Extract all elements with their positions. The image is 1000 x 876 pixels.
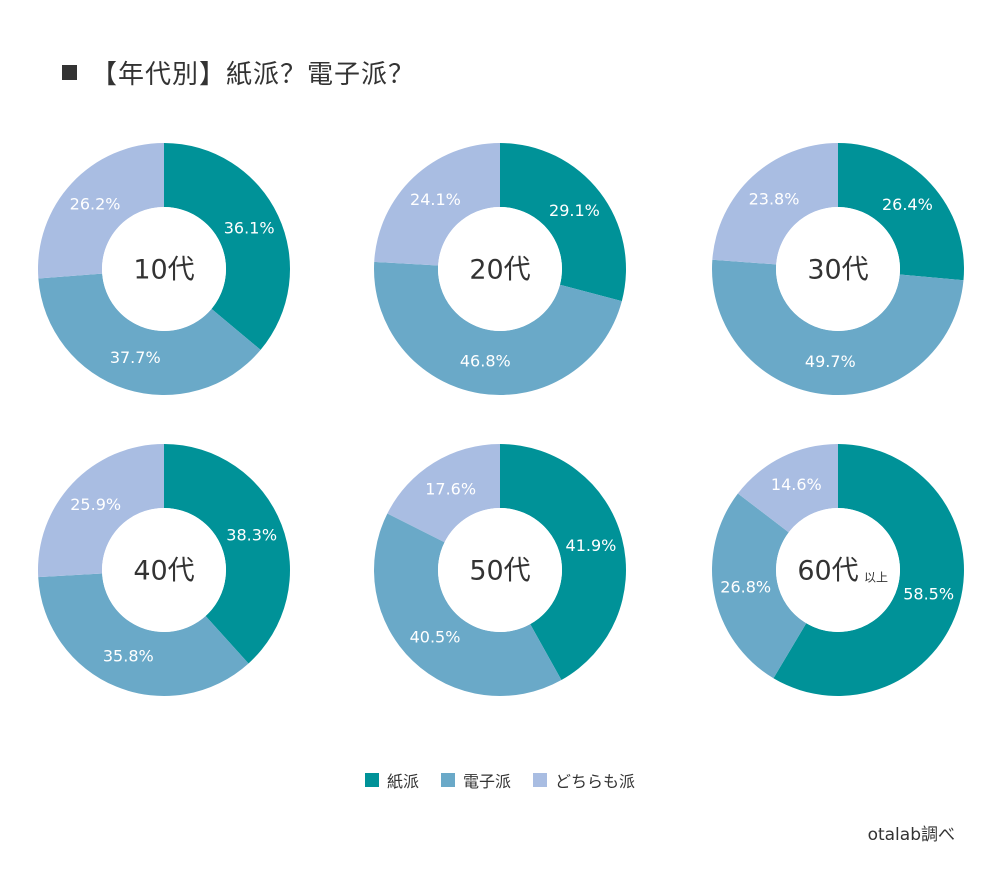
legend-item-both: どちらも派 <box>533 768 635 792</box>
slice-label: 26.4% <box>882 195 933 214</box>
donut-slice <box>773 444 964 696</box>
donut-center-label: 40代 <box>133 556 194 587</box>
donut-center-label: 60代 <box>797 556 858 587</box>
slice-label: 25.9% <box>70 495 121 514</box>
legend: 紙派 電子派 どちらも派 <box>0 768 1000 792</box>
slice-label: 41.9% <box>566 536 617 555</box>
slice-label: 24.1% <box>410 190 461 209</box>
slice-label: 36.1% <box>224 219 275 238</box>
donut-hole <box>102 207 226 331</box>
donut-2: 26.4% 49.7% 23.8% 30代 <box>711 143 964 396</box>
donut-1: 29.1% 46.8% 24.1% 20代 <box>374 143 626 395</box>
donut-hole <box>438 207 562 331</box>
donut-slice <box>37 444 164 578</box>
slice-label: 17.6% <box>425 480 476 499</box>
donut-slice <box>500 143 626 302</box>
donut-0: 36.1% 37.7% 26.2% 10代 <box>37 143 291 395</box>
legend-label-digital: 電子派 <box>462 772 511 791</box>
title-square-icon <box>62 65 77 80</box>
slice-label: 38.3% <box>226 526 277 545</box>
donut-center-label: 30代 <box>807 255 868 286</box>
source-note: otalab調べ <box>867 825 955 845</box>
chart-title: 【年代別】紙派？電子派？ <box>62 54 415 91</box>
donut-slice <box>387 444 500 543</box>
donut-4: 41.9% 40.5% 17.6% 50代 <box>374 444 626 696</box>
donut-center-label: 50代 <box>469 556 530 587</box>
slice-label: 35.8% <box>103 646 154 665</box>
legend-item-paper: 紙派 <box>364 768 419 792</box>
legend-item-digital: 電子派 <box>440 768 511 792</box>
donut-slice <box>374 143 500 266</box>
donut-slice <box>500 444 626 681</box>
donut-slice <box>164 143 291 350</box>
donut-hole <box>776 207 900 331</box>
legend-label-both: どちらも派 <box>555 772 636 791</box>
legend-swatch-paper <box>364 773 379 787</box>
donut-slice <box>838 143 964 281</box>
legend-swatch-digital <box>440 773 455 787</box>
donut-center-suffix: 以上 <box>864 571 888 585</box>
donut-slice <box>164 444 291 664</box>
donut-slice <box>374 513 562 696</box>
donut-3: 38.3% 35.8% 25.9% 40代 <box>37 444 291 696</box>
slice-label: 14.6% <box>771 475 822 494</box>
donut-center-label: 10代 <box>133 255 194 286</box>
donut-hole <box>438 508 562 632</box>
donut-slice <box>737 444 838 533</box>
donut-slice <box>374 261 622 395</box>
slice-label: 46.8% <box>460 351 511 370</box>
donut-slice <box>712 493 807 679</box>
donut-hole <box>102 508 226 632</box>
slice-label: 29.1% <box>549 201 600 220</box>
donut-center-label: 20代 <box>469 255 530 286</box>
slice-label: 26.2% <box>70 195 121 214</box>
donut-hole <box>776 508 900 632</box>
donut-5: 58.5% 26.8% 14.6% 60代 以上 <box>712 444 964 696</box>
slice-label: 37.7% <box>110 348 161 367</box>
slice-label: 26.8% <box>720 577 771 596</box>
donut-slice <box>37 143 164 279</box>
slice-label: 40.5% <box>410 627 461 646</box>
donut-slice <box>712 143 838 265</box>
donut-slice <box>38 573 249 696</box>
slice-label: 23.8% <box>749 190 800 209</box>
slice-label: 58.5% <box>903 584 954 603</box>
donut-slice <box>711 259 964 396</box>
slice-label: 49.7% <box>805 352 856 371</box>
legend-label-paper: 紙派 <box>386 772 419 791</box>
donut-slice <box>38 273 261 395</box>
legend-swatch-both <box>533 773 547 787</box>
chart-title-text: 【年代別】紙派？電子派？ <box>91 60 416 90</box>
